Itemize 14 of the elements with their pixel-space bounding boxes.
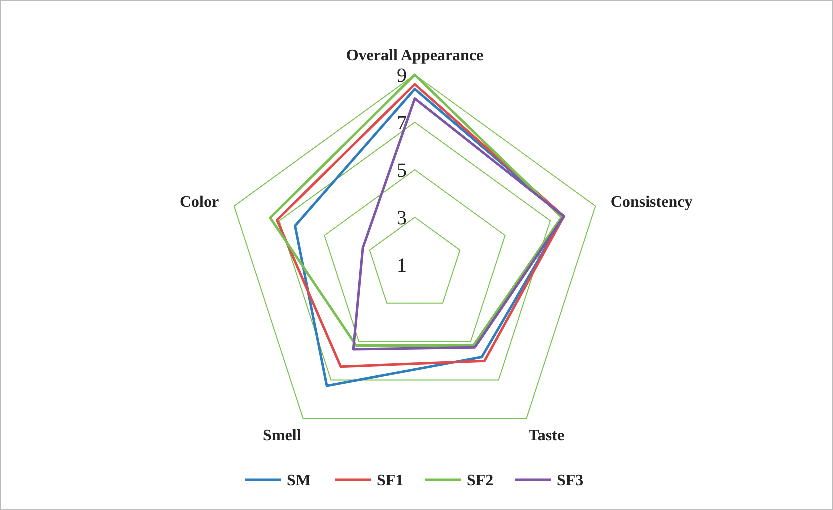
y-tick-label: 5 [397,160,407,182]
legend-label: SF3 [557,472,584,490]
y-tick-label: 3 [397,208,407,230]
y-tick-label: 9 [397,65,407,87]
spoke-label: Overall Appearance [346,48,484,65]
spoke-label: Consistency [610,194,693,211]
spoke-label: Taste [528,427,565,444]
spoke-label: Smell [263,427,302,444]
legend-label: SF2 [467,472,494,490]
legend-label: SF1 [377,472,404,490]
y-tick-label: 7 [397,112,407,134]
legend-label: SM [287,472,311,490]
y-tick-label: 1 [397,255,407,277]
spoke-label: Color [180,194,220,211]
